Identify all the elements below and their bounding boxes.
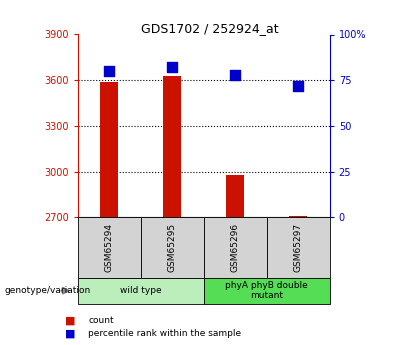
Text: percentile rank within the sample: percentile rank within the sample	[88, 329, 242, 338]
Text: ■: ■	[65, 329, 76, 339]
Text: GSM65297: GSM65297	[294, 223, 303, 272]
Text: phyA phyB double
mutant: phyA phyB double mutant	[225, 281, 308, 300]
Point	[106, 68, 113, 74]
Text: GSM65296: GSM65296	[231, 223, 240, 272]
Text: count: count	[88, 316, 114, 325]
Text: wild type: wild type	[120, 286, 162, 295]
Bar	[100, 82, 118, 217]
Bar	[289, 216, 307, 217]
Text: genotype/variation: genotype/variation	[4, 286, 90, 295]
Bar	[226, 175, 244, 217]
Text: GSM65295: GSM65295	[168, 223, 177, 272]
Bar	[163, 76, 181, 217]
Text: GSM65294: GSM65294	[105, 223, 114, 272]
Point	[169, 65, 176, 70]
Point	[232, 72, 239, 78]
Text: ■: ■	[65, 315, 76, 325]
Text: GDS1702 / 252924_at: GDS1702 / 252924_at	[141, 22, 279, 36]
Point	[295, 83, 302, 88]
